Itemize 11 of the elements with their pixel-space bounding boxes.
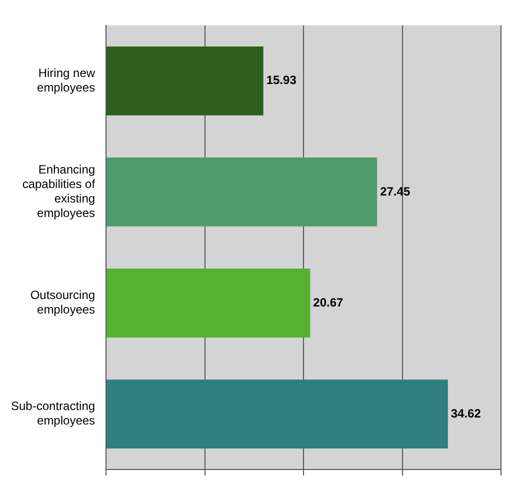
bar [106, 380, 448, 448]
y-tick-label: Sub-contracting employees [11, 399, 96, 428]
y-tick-label: Enhancing capabilities of existing employees [22, 162, 96, 220]
data-label: 20.67 [313, 295, 344, 310]
bar [106, 268, 310, 338]
data-label: 15.93 [266, 73, 297, 88]
y-tick-label: Outsourcing employees [30, 288, 96, 317]
data-label: 34.62 [450, 406, 482, 420]
y-tick-label: Hiring new employees [37, 66, 96, 94]
bar [106, 158, 378, 226]
bar [106, 46, 264, 116]
